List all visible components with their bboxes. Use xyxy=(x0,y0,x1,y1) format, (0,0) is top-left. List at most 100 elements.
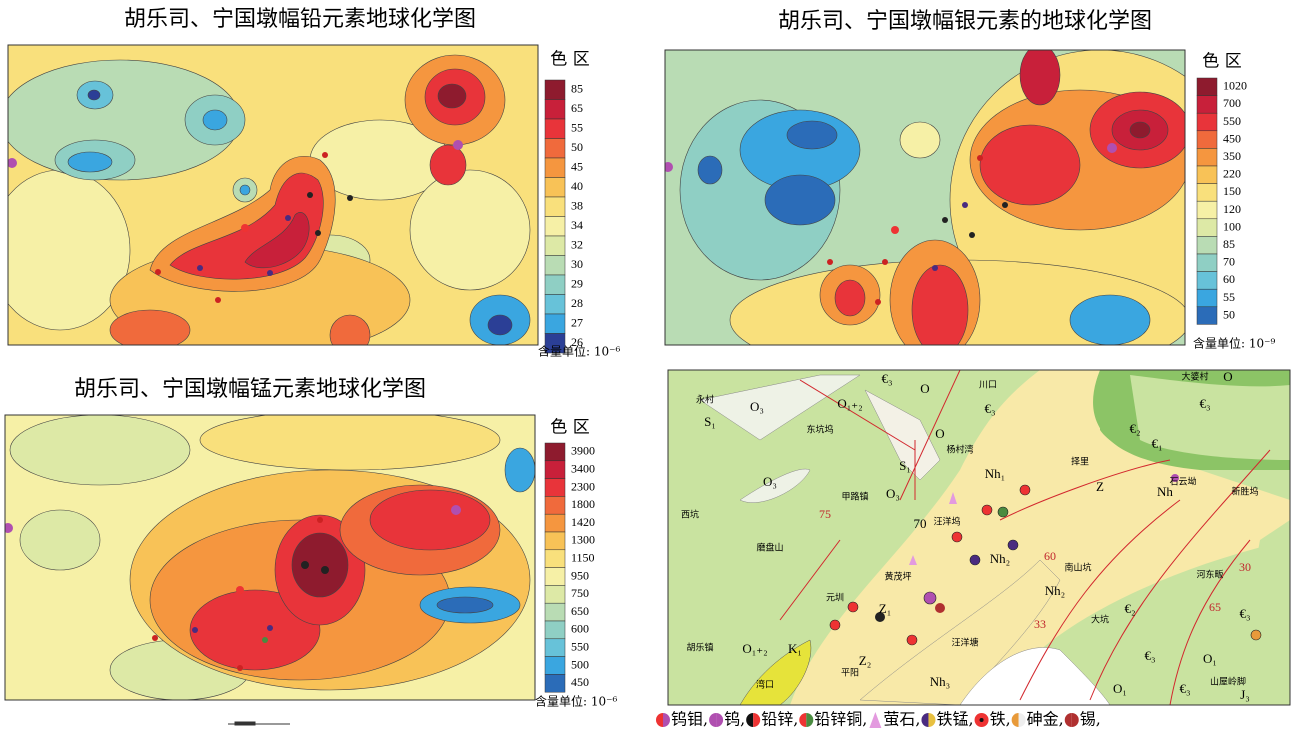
map-label: O₁ xyxy=(1203,651,1217,666)
legend-label: 铁, xyxy=(990,710,1011,729)
map-label: O₃ xyxy=(750,399,764,414)
map-label: €₂ xyxy=(1129,421,1140,436)
legend: 色 区1020700550450350220150120100857060555… xyxy=(1193,52,1275,351)
legend-label: 120 xyxy=(1223,202,1241,216)
legend-title: 色 区 xyxy=(550,50,589,70)
legend-title: 色 区 xyxy=(1202,52,1241,72)
map-label: 杨村湾 xyxy=(946,444,973,456)
map-label: J₃ xyxy=(1240,687,1250,702)
unit-label: 含量单位: 10⁻⁹ xyxy=(1193,336,1275,351)
legend-icon xyxy=(1012,713,1019,727)
mn-map xyxy=(3,410,535,700)
map-label: 黄茂坪 xyxy=(884,571,911,583)
legend-swatch xyxy=(1197,219,1217,237)
legend-swatch xyxy=(545,461,565,479)
legend-label: 38 xyxy=(571,199,583,213)
legend-swatch xyxy=(545,532,565,550)
map-label: 择里 xyxy=(1071,456,1089,468)
legend-label: 550 xyxy=(1223,114,1241,128)
legend-label: 60 xyxy=(1223,272,1235,286)
map-label: 河东畈 xyxy=(1196,569,1223,581)
map-label: Z xyxy=(1096,479,1104,494)
legend-icon xyxy=(921,713,928,727)
map-label: Nh₃ xyxy=(930,674,950,689)
legend-label: 砷金, xyxy=(1027,710,1064,729)
legend-swatch xyxy=(1197,166,1217,184)
legend-swatch xyxy=(1197,289,1217,307)
legend-title: 色 区 xyxy=(550,418,589,438)
map-title: 胡乐司、宁国墩幅铅元素地球化学图 xyxy=(124,7,476,32)
legend-label: 40 xyxy=(571,179,583,193)
legend-icon xyxy=(716,713,723,727)
legend-swatch xyxy=(1197,78,1217,96)
legend-label: 85 xyxy=(1223,237,1235,251)
legend-swatch xyxy=(545,639,565,657)
legend-swatch xyxy=(545,236,565,256)
legend-label: 铅锌铜, xyxy=(814,710,867,729)
legend-swatch xyxy=(1197,113,1217,131)
legend-swatch xyxy=(545,550,565,568)
map-label: €₂ xyxy=(1124,601,1135,616)
legend-swatch xyxy=(545,568,565,586)
legend-swatch xyxy=(545,479,565,497)
legend-swatch xyxy=(545,657,565,675)
legend-swatch xyxy=(545,674,565,692)
legend-label: 1150 xyxy=(571,550,595,564)
legend-icon xyxy=(1019,713,1026,727)
map-title: 胡乐司、宁国墩幅锰元素地球化学图 xyxy=(74,377,426,402)
legend-swatch xyxy=(545,603,565,621)
map-label: €₃ xyxy=(1144,648,1155,663)
legend-label: 350 xyxy=(1223,149,1241,163)
legend-label: 钨, xyxy=(724,710,745,729)
legend-swatch xyxy=(1197,96,1217,114)
map-label: 山屋岭脚 xyxy=(1210,676,1246,688)
map-label: S₁ xyxy=(899,458,911,473)
legend-label: 700 xyxy=(1223,96,1241,110)
legend-label: 450 xyxy=(1223,131,1241,145)
map-label: 东坑坞 xyxy=(806,424,833,436)
map-label: O xyxy=(1223,369,1232,384)
legend-icon xyxy=(980,718,984,722)
legend-label: 27 xyxy=(571,316,583,330)
map-label: 永村 xyxy=(696,394,714,406)
map-label: 湾口 xyxy=(756,679,774,691)
page: 胡乐司、宁国墩幅铅元素地球化学图 胡乐司、宁国墩幅银元素的地球化学图 胡乐司、宁… xyxy=(0,0,1297,735)
map-label: O₁₊₂ xyxy=(742,641,767,656)
legend-label: 45 xyxy=(571,160,583,174)
map-label: 30 xyxy=(1239,560,1251,574)
map-label: Nh₁ xyxy=(985,466,1005,481)
map-label: O₃ xyxy=(763,474,777,489)
legend-swatch xyxy=(545,217,565,237)
legend-label: 萤石, xyxy=(883,710,920,729)
map-label: O₃ xyxy=(886,486,900,501)
map-label: 60 xyxy=(1044,549,1056,563)
legend-swatch xyxy=(545,514,565,532)
map-label: O xyxy=(920,381,929,396)
map-label: €₃ xyxy=(984,401,995,416)
legend-swatch xyxy=(1197,184,1217,202)
legend-swatch xyxy=(545,119,565,139)
legend-label: 550 xyxy=(571,639,589,653)
legend-icon xyxy=(799,713,806,727)
legend-swatch xyxy=(545,80,565,100)
legend-icon xyxy=(709,713,716,727)
legend-label: 100 xyxy=(1223,219,1241,233)
map-label: €₃ xyxy=(1199,396,1210,411)
legend-label: 30 xyxy=(571,257,583,271)
map-label: €₃ xyxy=(1179,681,1190,696)
map-label: 川口 xyxy=(979,381,997,391)
legend-label: 3400 xyxy=(571,461,595,475)
map-label: Nh₂ xyxy=(1045,583,1065,598)
legend-label: 600 xyxy=(571,622,589,636)
map-label: K₁ xyxy=(788,641,802,656)
legend-label: 28 xyxy=(571,296,583,310)
legend-label: 55 xyxy=(1223,290,1235,304)
legend-swatch xyxy=(545,585,565,603)
legend-label: 1300 xyxy=(571,533,595,547)
unit-label: 含量单位: 10⁻⁶ xyxy=(538,344,620,359)
legend-icon xyxy=(1065,713,1072,727)
legend-label: 450 xyxy=(571,675,589,689)
legend-icon xyxy=(746,713,753,727)
map-label: 胡乐镇 xyxy=(686,642,713,654)
